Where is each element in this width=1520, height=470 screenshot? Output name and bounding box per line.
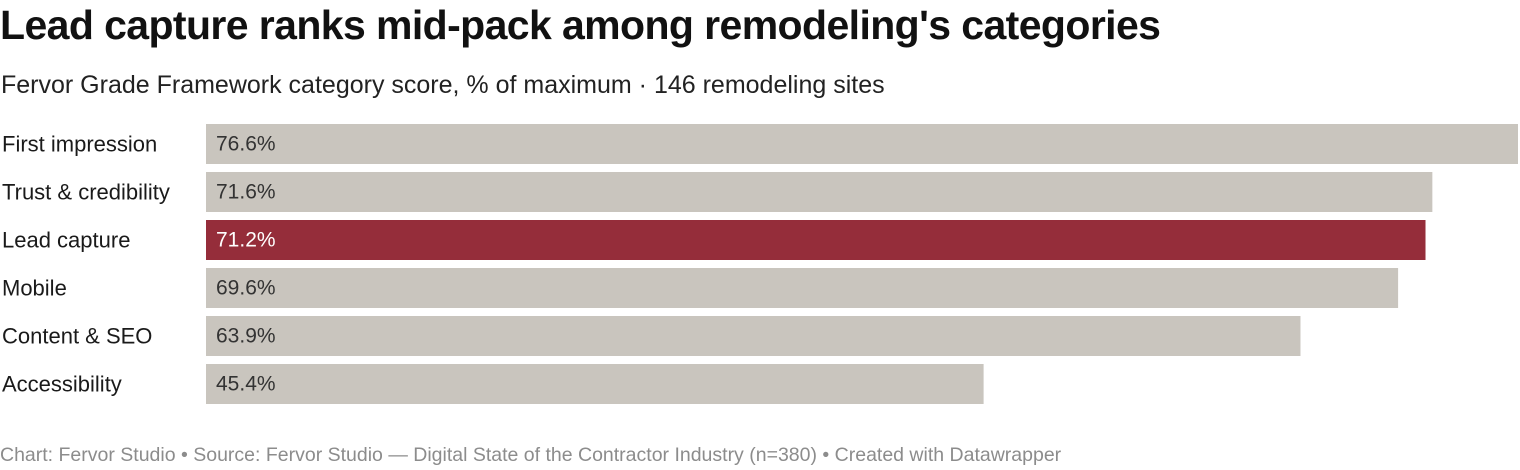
value-label: 45.4%: [216, 373, 276, 396]
bar-row-mobile: Mobile 69.6%: [2, 268, 1399, 308]
value-label: 69.6%: [216, 277, 276, 300]
chart-subtitle: Fervor Grade Framework category score, %…: [1, 71, 885, 99]
bar: [206, 316, 1301, 356]
bar-row-lead-capture: Lead capture 71.2%: [2, 220, 1426, 260]
value-label: 76.6%: [216, 133, 276, 156]
category-label: Content & SEO: [2, 324, 152, 349]
value-label: 71.2%: [216, 229, 276, 252]
bar: [206, 364, 984, 404]
bar-highlighted: [206, 220, 1426, 260]
bar: [206, 124, 1518, 164]
chart-footer: Chart: Fervor Studio • Source: Fervor St…: [0, 444, 1062, 466]
category-label: First impression: [2, 132, 157, 157]
category-label: Lead capture: [2, 228, 130, 253]
bar-row-content-seo: Content & SEO 63.9%: [2, 316, 1301, 356]
bar: [206, 268, 1399, 308]
bar-row-accessibility: Accessibility 45.4%: [2, 364, 984, 404]
value-label: 71.6%: [216, 181, 276, 204]
category-label: Mobile: [2, 276, 67, 301]
bar: [206, 172, 1433, 212]
category-label: Accessibility: [2, 372, 122, 397]
bar-row-trust-credibility: Trust & credibility 71.6%: [2, 172, 1433, 212]
chart-title: Lead capture ranks mid-pack among remode…: [0, 2, 1161, 48]
bar-row-first-impression: First impression 76.6%: [2, 124, 1518, 164]
value-label: 63.9%: [216, 325, 276, 348]
category-label: Trust & credibility: [2, 180, 170, 205]
